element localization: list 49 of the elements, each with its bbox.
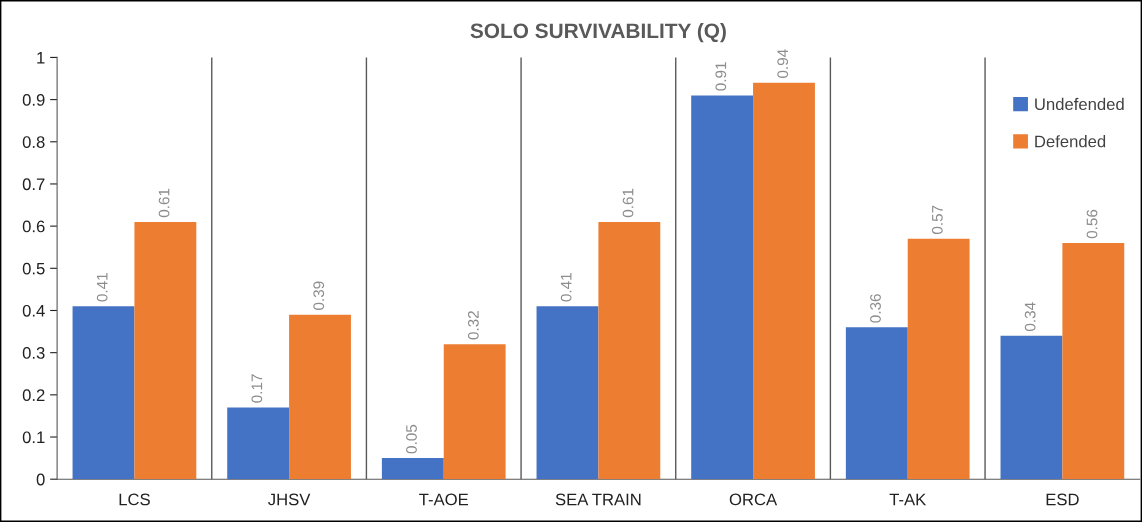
y-tick-label: 0.9 [22,94,45,106]
y-tick-label: 0.2 [22,389,45,402]
x-tick-label: SEA TRAIN [555,493,641,506]
y-tick-label: 0.1 [22,431,45,444]
chart-title: SOLO SURVIVABILITY (Q) [470,22,726,43]
bar [907,238,970,480]
data-label: 0.61 [622,188,634,218]
x-tick-label: ORCA [729,493,778,506]
data-label: 0.41 [560,273,572,302]
data-label: 0.32 [467,311,479,340]
data-label: 0.94 [777,49,789,78]
bar [289,314,351,480]
data-label: 0.17 [251,374,263,403]
data-label: 0.56 [1086,209,1098,239]
legend-label: Defended [1035,135,1106,148]
x-tick-label: T-AK [889,493,927,506]
data-label: 0.61 [158,188,170,218]
bar [845,327,908,480]
data-label: 0.41 [96,273,108,302]
data-label: 0.39 [313,281,325,310]
bar [443,344,506,480]
data-label: 0.05 [406,424,417,454]
x-tick-label: ESD [1046,493,1079,506]
bar [598,221,661,480]
data-label: 0.57 [931,205,943,235]
bar [753,82,815,480]
bar [1000,335,1063,480]
y-tick-label: 0.4 [22,304,45,317]
y-tick-label: 0.3 [22,347,45,359]
x-tick-label: JHSV [268,493,311,506]
y-tick-label: 0.8 [22,136,45,148]
y-tick-label: 0.7 [22,178,45,191]
legend-label: Undefended [1035,97,1124,111]
y-tick-label: 0.6 [22,220,45,233]
y-tick-label: 1 [37,51,45,64]
x-tick-label: LCS [119,493,150,506]
data-label: 0.91 [715,62,727,91]
x-tick-label: T-AOE [419,493,469,506]
y-tick-label: 0 [36,473,45,486]
data-label: 0.36 [870,294,881,323]
bar [1062,243,1125,480]
bar [134,221,197,480]
bar [381,458,444,480]
bar [72,306,135,480]
y-tick-label: 0.5 [22,262,45,275]
bar [536,306,599,480]
data-label: 0.34 [1024,302,1036,332]
bar [227,407,290,480]
bar [691,95,754,480]
